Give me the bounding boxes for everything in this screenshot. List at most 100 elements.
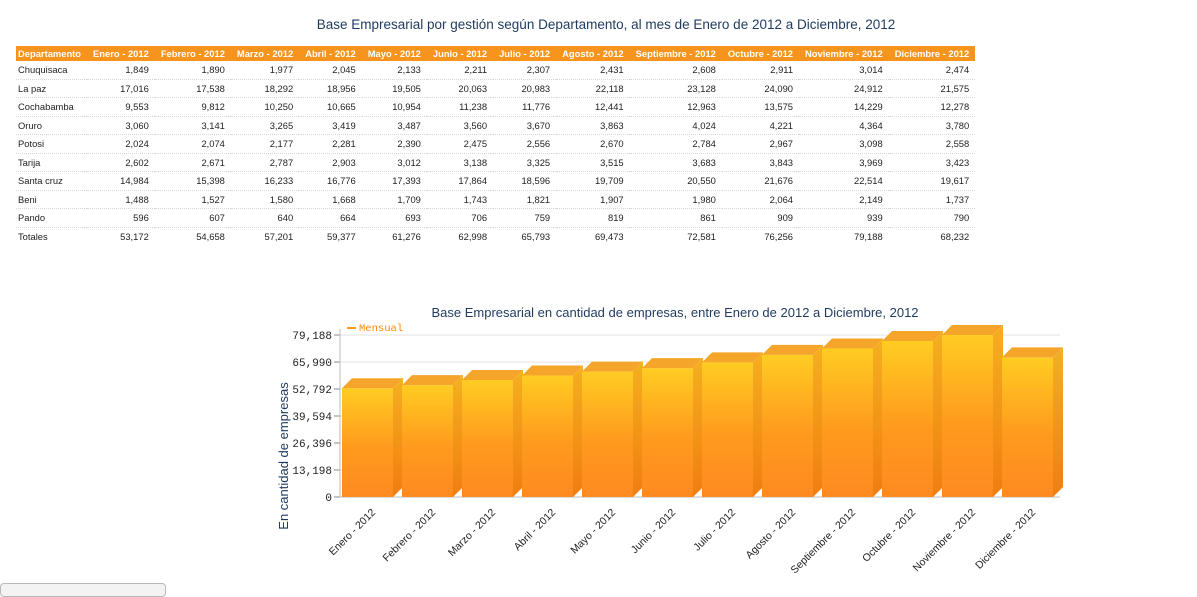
table-cell: 939 [799,208,889,228]
table-cell: 2,556 [493,134,557,154]
column-header: Diciembre - 2012 [888,46,976,61]
data-table: Departamento Enero - 2012 Febrero - 2012 Ma… [16,46,976,245]
table-cell: 10,250 [230,97,300,117]
table-cell: 2,211 [426,61,494,80]
bar [1002,357,1053,497]
table-cell: 1,907 [556,190,630,209]
column-header: Departamento [16,46,88,61]
x-tick-label: Noviembre - 2012 [911,507,979,575]
row-label: Beni [16,190,88,209]
bar [642,368,693,497]
table-cell: 15,398 [154,171,231,191]
x-tick-label: Marzo - 2012 [446,507,498,559]
table-cell: 20,550 [629,171,722,191]
table-cell: 2,024 [87,134,155,154]
table-cell: 2,390 [361,134,427,154]
x-tick-label: Agosto - 2012 [743,507,798,562]
table-cell: 20,063 [426,79,494,98]
row-label: Pando [16,208,88,228]
table-row: La paz 17,016 17,538 18,292 18,956 19,505 20,0… [16,79,976,98]
table-cell: 3,780 [888,116,976,135]
column-header: Junio - 2012 [426,46,494,61]
table-cell: 14,984 [87,171,155,191]
table-cell: 12,441 [556,97,630,117]
bar-side [873,338,883,497]
bar-top [1002,347,1063,358]
bar [702,362,753,497]
bar-side [993,325,1003,497]
x-tick-label: Mayo - 2012 [568,507,618,557]
column-header: Abril - 2012 [299,46,362,61]
bar-side [513,369,523,497]
table-body: Chuquisaca 1,849 1,890 1,977 2,045 2,133 2,211… [16,61,976,245]
table-cell: 3,670 [493,116,557,135]
table-cell: 19,617 [888,171,976,191]
table-cell: 2,671 [154,153,231,172]
table-cell: 14,229 [799,97,889,117]
column-header: Febrero - 2012 [154,46,231,61]
y-tick-label: 39,594 [292,412,332,424]
table-row: Tarija 2,602 2,671 2,787 2,903 3,012 3,138 3,32… [16,153,976,172]
table-cell: 664 [299,208,362,228]
row-label: Cochabamba [16,97,88,117]
table-cell: 16,776 [299,171,362,191]
table-cell: 706 [426,208,494,228]
table-header-row: Departamento Enero - 2012 Febrero - 2012 Ma… [16,46,976,61]
bar [462,379,513,497]
table-cell: 59,377 [327,230,356,242]
table-cell: 2,608 [629,61,722,80]
bar [942,335,993,497]
x-tick-label: Abril - 2012 [512,507,559,554]
table-cell: 861 [629,208,722,228]
table-cell: 2,602 [87,153,155,172]
table-cell: 2,787 [230,153,300,172]
y-tick-label: 26,396 [292,439,332,451]
table-cell: 21,575 [888,79,976,98]
row-label: Totales [18,230,48,242]
table-row: Chuquisaca 1,849 1,890 1,977 2,045 2,133 2,211… [16,61,976,80]
table-cell: 1,821 [493,190,557,209]
table-cell: 21,676 [721,171,800,191]
table-row: Oruro 3,060 3,141 3,265 3,419 3,487 3,560 3,670… [16,116,976,135]
table-cell: 1,668 [299,190,362,209]
table-row: Potosi 2,024 2,074 2,177 2,281 2,390 2,475 2,55… [16,134,976,154]
table-cell: 1,890 [154,61,231,80]
column-header: Octubre - 2012 [721,46,800,61]
table-cell: 11,776 [493,97,557,117]
column-header: Noviembre - 2012 [799,46,889,61]
table-cell: 1,580 [230,190,300,209]
table-cell: 3,515 [556,153,630,172]
bar-side [633,361,643,497]
table-cell: 4,024 [629,116,722,135]
table-cell: 20,983 [493,79,557,98]
window-fragment [0,583,166,597]
bar-top [402,375,463,386]
table-cell: 12,278 [888,97,976,117]
table-cell: 12,963 [629,97,722,117]
table-cell: 9,812 [154,97,231,117]
bar [582,371,633,497]
bar-chart: 0 13,198 26,396 39,594 52,792 65,990 79,188 En … [276,323,1063,576]
table-cell: 1,709 [361,190,427,209]
table-cell: 72,581 [687,230,716,242]
table-cell: 2,474 [888,61,976,80]
table-cell: 17,864 [426,171,494,191]
table-cell: 65,793 [521,230,551,242]
table-cell: 2,064 [721,190,800,209]
y-tick-label: 65,990 [292,358,332,370]
bar-top [702,352,763,363]
bar-top [462,369,523,380]
table-cell: 18,596 [493,171,557,191]
table-cell: 24,912 [799,79,889,98]
table-cell: 3,265 [230,116,300,135]
table-cell: 17,538 [154,79,231,98]
column-header: Enero - 2012 [87,46,155,61]
row-label: Chuquisaca [16,61,88,80]
bar-top [882,330,943,341]
table-cell: 2,967 [721,134,800,154]
x-tick-label: Junio - 2012 [629,507,678,556]
row-label: Oruro [16,116,88,135]
table-cell: 819 [556,208,630,228]
table-cell: 2,177 [230,134,300,154]
table-cell: 2,431 [556,61,630,80]
